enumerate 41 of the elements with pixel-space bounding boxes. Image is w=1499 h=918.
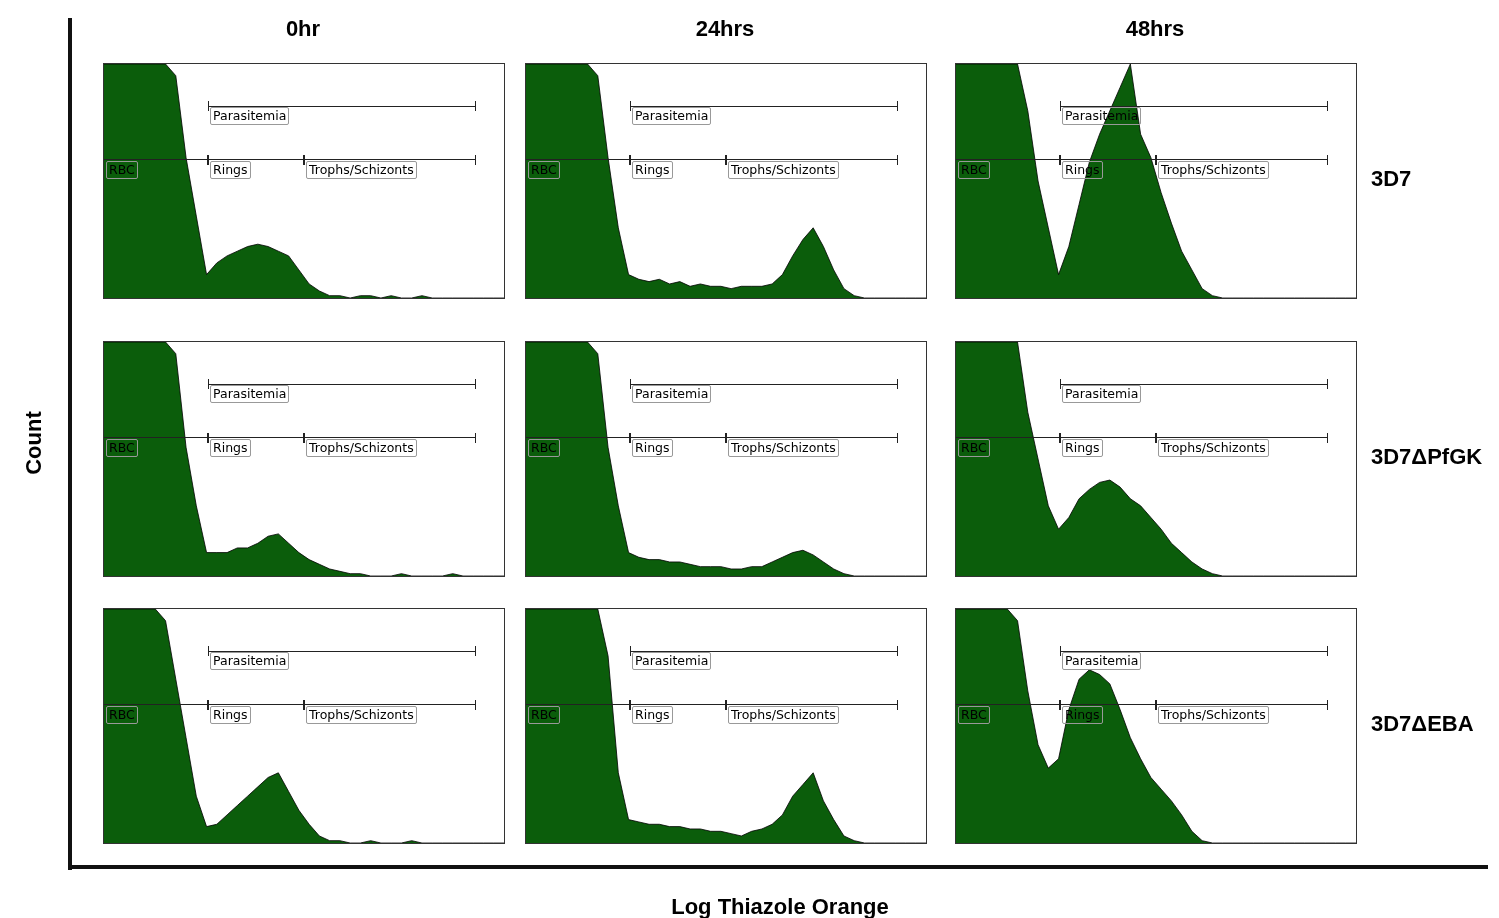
annotation: Rings	[632, 160, 673, 179]
annotation: Parasitemia	[632, 107, 712, 126]
x-axis-title: Log Thiazole Orange	[670, 894, 890, 918]
annotation: RBC	[528, 160, 560, 179]
annotation: RBC	[958, 705, 990, 724]
annotation: Trophs/Schizonts	[728, 705, 839, 724]
y2-axis-title: 3D7ΔEBA	[1371, 711, 1474, 737]
annotation: Trophs/Schizonts	[306, 438, 417, 457]
annotation: Rings	[632, 438, 673, 457]
y-axis-title: Count	[21, 411, 47, 475]
annotation: RBC	[106, 160, 138, 179]
annotation: Rings	[632, 705, 673, 724]
annotation: Trophs/Schizonts	[306, 160, 417, 179]
chart-title: 24hrs	[694, 16, 756, 42]
annotation: Trophs/Schizonts	[1158, 705, 1269, 724]
annotation: RBC	[958, 438, 990, 457]
annotation: Trophs/Schizonts	[306, 705, 417, 724]
annotation: RBC	[528, 438, 560, 457]
chart-title: 0hr	[284, 16, 322, 42]
y2-axis-title: 3D7ΔPfGK	[1371, 444, 1483, 470]
annotation: Parasitemia	[210, 107, 290, 126]
y2-axis-title: 3D7	[1371, 166, 1412, 192]
chart-title: 48hrs	[1124, 16, 1186, 42]
annotation: Trophs/Schizonts	[728, 438, 839, 457]
annotation: Rings	[1062, 438, 1103, 457]
annotation: Rings	[210, 438, 251, 457]
annotation: Parasitemia	[1062, 385, 1142, 404]
annotation: RBC	[106, 705, 138, 724]
annotation: Parasitemia	[632, 652, 712, 671]
annotation: Trophs/Schizonts	[1158, 160, 1269, 179]
annotation: RBC	[106, 438, 138, 457]
annotation: Parasitemia	[210, 652, 290, 671]
annotation: RBC	[528, 705, 560, 724]
annotation: Rings	[210, 160, 251, 179]
annotation: Trophs/Schizonts	[1158, 438, 1269, 457]
annotation: Parasitemia	[1062, 652, 1142, 671]
annotation: Rings	[210, 705, 251, 724]
annotation: RBC	[958, 160, 990, 179]
annotation: Parasitemia	[210, 385, 290, 404]
annotation: Trophs/Schizonts	[728, 160, 839, 179]
annotation: Parasitemia	[632, 385, 712, 404]
